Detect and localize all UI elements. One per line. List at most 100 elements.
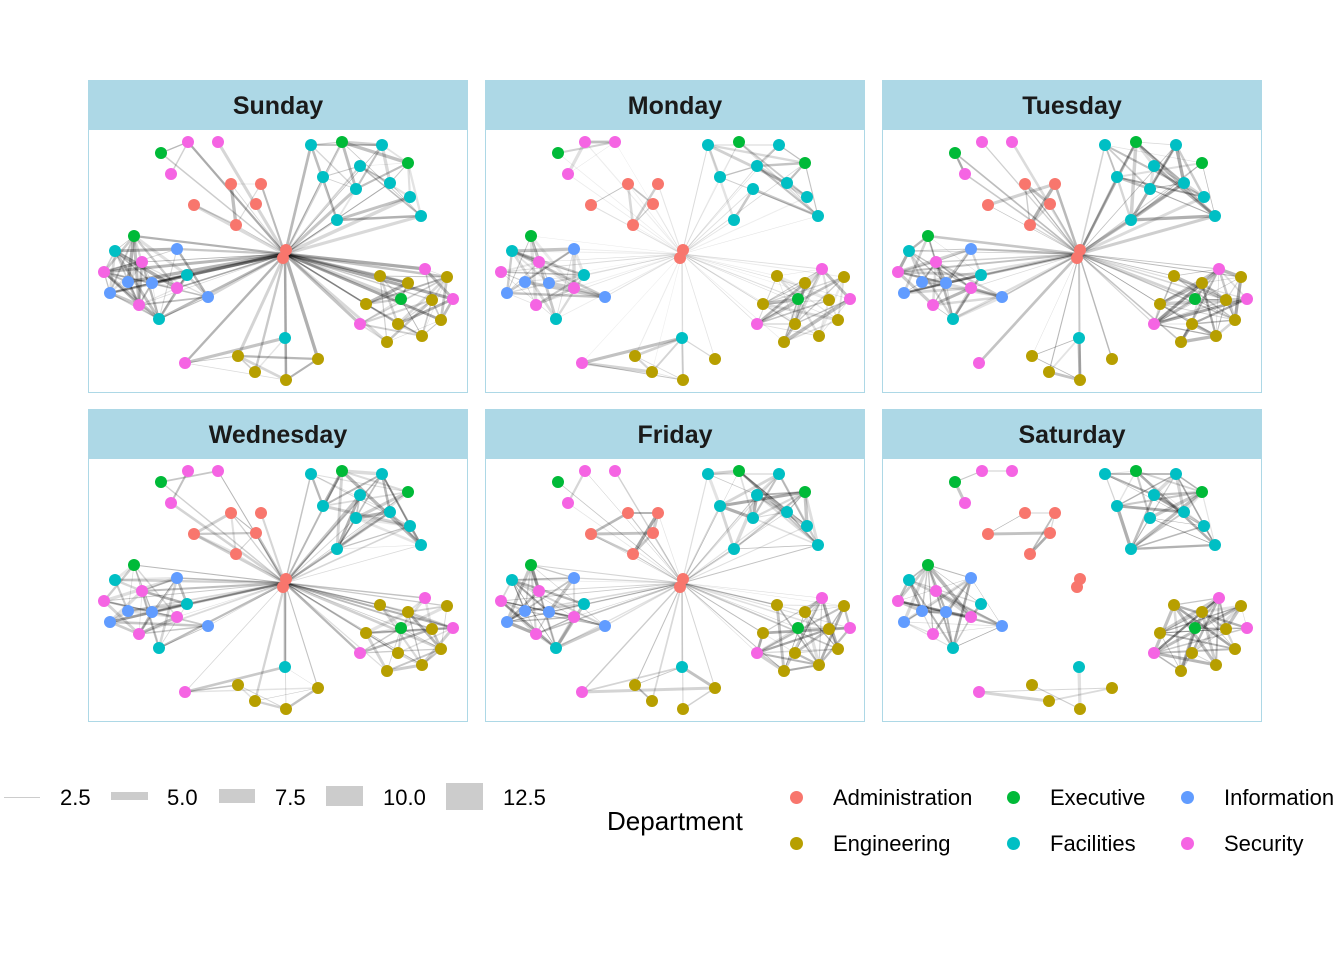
node-engineering <box>1196 606 1208 618</box>
node-facilities <box>1125 214 1137 226</box>
node-information <box>599 291 611 303</box>
edge <box>567 173 683 255</box>
node-engineering <box>1043 695 1055 707</box>
edge <box>651 253 683 373</box>
node-security <box>1006 465 1018 477</box>
edge <box>567 141 616 175</box>
node-facilities <box>801 520 813 532</box>
edge <box>987 531 1051 536</box>
edge <box>756 627 830 655</box>
edge <box>935 590 1003 627</box>
edge <box>355 490 409 520</box>
edge <box>738 470 819 546</box>
node-security <box>927 299 939 311</box>
node-engineering <box>1026 679 1038 691</box>
edge <box>681 470 740 584</box>
node-engineering <box>838 271 850 283</box>
edge <box>103 260 143 274</box>
edge <box>378 275 400 325</box>
node-engineering <box>1229 314 1241 326</box>
edge <box>681 494 758 584</box>
edge <box>283 494 362 584</box>
edge <box>1149 517 1205 527</box>
node-engineering <box>1235 271 1247 283</box>
edge <box>719 141 740 178</box>
edge <box>336 490 409 551</box>
edge <box>538 590 557 649</box>
edge <box>284 582 381 606</box>
node-engineering <box>823 294 835 306</box>
node-engineering <box>757 627 769 639</box>
edge <box>1135 470 1216 546</box>
node-facilities <box>1170 468 1182 480</box>
node-security <box>165 168 177 180</box>
edge <box>341 141 422 217</box>
edge <box>151 577 178 613</box>
node-engineering <box>832 643 844 655</box>
edge <box>794 627 830 655</box>
edge <box>719 165 758 178</box>
edge <box>935 253 1080 263</box>
edge <box>138 582 286 635</box>
node-security <box>973 686 985 698</box>
edge <box>103 252 286 274</box>
node-facilities <box>1198 520 1210 532</box>
edge <box>604 253 683 298</box>
node-information <box>202 620 214 632</box>
node-information <box>965 243 977 255</box>
node-engineering <box>1196 277 1208 289</box>
node-information <box>996 291 1008 303</box>
edge <box>284 253 433 301</box>
node-engineering <box>426 294 438 306</box>
edge <box>381 473 411 527</box>
edge <box>1001 253 1080 298</box>
node-security <box>1148 647 1160 659</box>
edge <box>193 204 237 226</box>
node-administration <box>277 252 289 264</box>
edge <box>793 268 824 325</box>
edge <box>176 253 286 289</box>
node-engineering <box>1175 665 1187 677</box>
node-security <box>1213 592 1225 604</box>
node-facilities <box>305 139 317 151</box>
edge <box>216 141 287 255</box>
node-facilities <box>550 642 562 654</box>
edge <box>359 323 423 337</box>
edge <box>524 253 683 283</box>
edge <box>1031 337 1080 357</box>
node-executive <box>525 559 537 571</box>
edge <box>284 214 422 256</box>
edge <box>108 250 117 294</box>
edge <box>897 270 982 277</box>
edge <box>1159 303 1236 321</box>
node-information <box>965 572 977 584</box>
edge <box>978 253 1080 364</box>
edge <box>632 553 683 584</box>
edge <box>1116 141 1137 178</box>
node-engineering <box>1154 298 1166 310</box>
node-security <box>576 357 588 369</box>
node-engineering <box>1168 270 1180 282</box>
node-facilities <box>279 332 291 344</box>
node-engineering <box>426 623 438 635</box>
edge <box>1116 491 1203 507</box>
node-facilities <box>384 506 396 518</box>
edge <box>681 253 830 301</box>
edge <box>365 276 448 305</box>
edge <box>794 648 839 654</box>
width-swatch <box>446 783 483 810</box>
node-executive <box>402 157 414 169</box>
node-facilities <box>728 543 740 555</box>
node-facilities <box>415 539 427 551</box>
network-plot <box>485 130 865 393</box>
edge <box>681 582 839 650</box>
edge <box>535 253 683 306</box>
node-security <box>973 357 985 369</box>
edge <box>1153 297 1248 326</box>
edge <box>1029 512 1056 555</box>
edge <box>614 470 683 584</box>
node-executive <box>552 147 564 159</box>
edge <box>340 141 358 190</box>
edge <box>756 491 806 496</box>
edge <box>927 564 972 579</box>
